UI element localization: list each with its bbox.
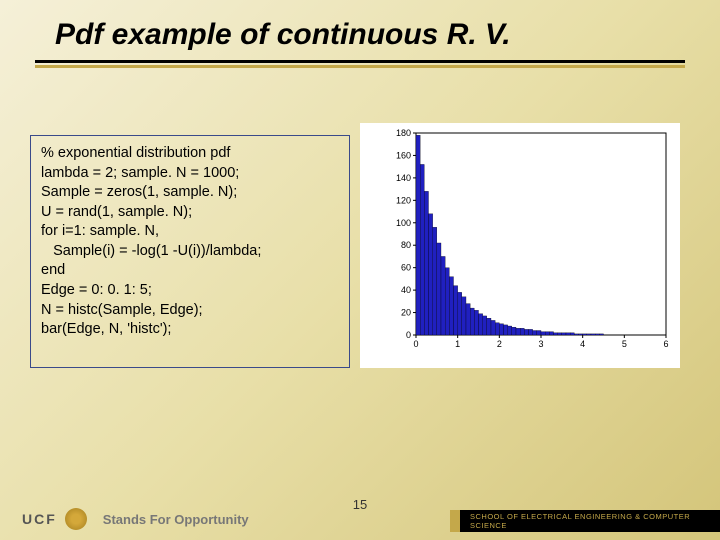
ucf-text: UCF	[22, 511, 57, 527]
svg-text:180: 180	[396, 129, 411, 138]
code-line: end	[41, 261, 339, 281]
code-line: lambda = 2; sample. N = 1000;	[41, 164, 339, 184]
svg-text:0: 0	[406, 330, 411, 340]
svg-text:1: 1	[455, 339, 460, 349]
svg-text:120: 120	[396, 195, 411, 205]
histogram-svg: 0 20 40 60 80 100 120 140 160 180 0 1 2 3 4 5 6	[390, 129, 672, 351]
svg-text:140: 140	[396, 173, 411, 183]
code-line: Sample(i) = -log(1 -U(i))/lambda;	[41, 242, 339, 262]
code-line: bar(Edge, N, 'histc');	[41, 320, 339, 340]
content-row: % exponential distribution pdf lambda = …	[0, 123, 720, 368]
histogram-chart: 0 20 40 60 80 100 120 140 160 180 0 1 2 3 4 5 6	[360, 123, 680, 368]
title-accent	[35, 65, 685, 68]
svg-text:160: 160	[396, 150, 411, 160]
ucf-tagline: Stands For Opportunity	[103, 512, 249, 527]
code-line: N = histc(Sample, Edge);	[41, 301, 339, 321]
code-box: % exponential distribution pdf lambda = …	[30, 135, 350, 368]
ucf-brand: UCF Stands For Opportunity	[0, 508, 249, 530]
code-line: Edge = 0: 0. 1: 5;	[41, 281, 339, 301]
svg-text:40: 40	[401, 285, 411, 295]
code-line: for i=1: sample. N,	[41, 222, 339, 242]
svg-text:80: 80	[401, 240, 411, 250]
svg-text:6: 6	[663, 339, 668, 349]
svg-text:3: 3	[538, 339, 543, 349]
code-line: U = rand(1, sample. N);	[41, 203, 339, 223]
code-line: Sample = zeros(1, sample. N);	[41, 183, 339, 203]
svg-text:20: 20	[401, 308, 411, 318]
ucf-logo-icon	[65, 508, 87, 530]
svg-text:100: 100	[396, 218, 411, 228]
svg-text:0: 0	[413, 339, 418, 349]
footer: UCF Stands For Opportunity SCHOOL OF ELE…	[0, 498, 720, 540]
school-accent	[450, 510, 460, 532]
svg-text:4: 4	[580, 339, 585, 349]
school-bar: SCHOOL OF ELECTRICAL ENGINEERING & COMPU…	[460, 510, 720, 532]
svg-text:60: 60	[401, 263, 411, 273]
page-title: Pdf example of continuous R. V.	[0, 0, 720, 60]
code-line: % exponential distribution pdf	[41, 144, 339, 164]
svg-text:2: 2	[497, 339, 502, 349]
svg-text:5: 5	[622, 339, 627, 349]
title-underline	[35, 60, 685, 63]
